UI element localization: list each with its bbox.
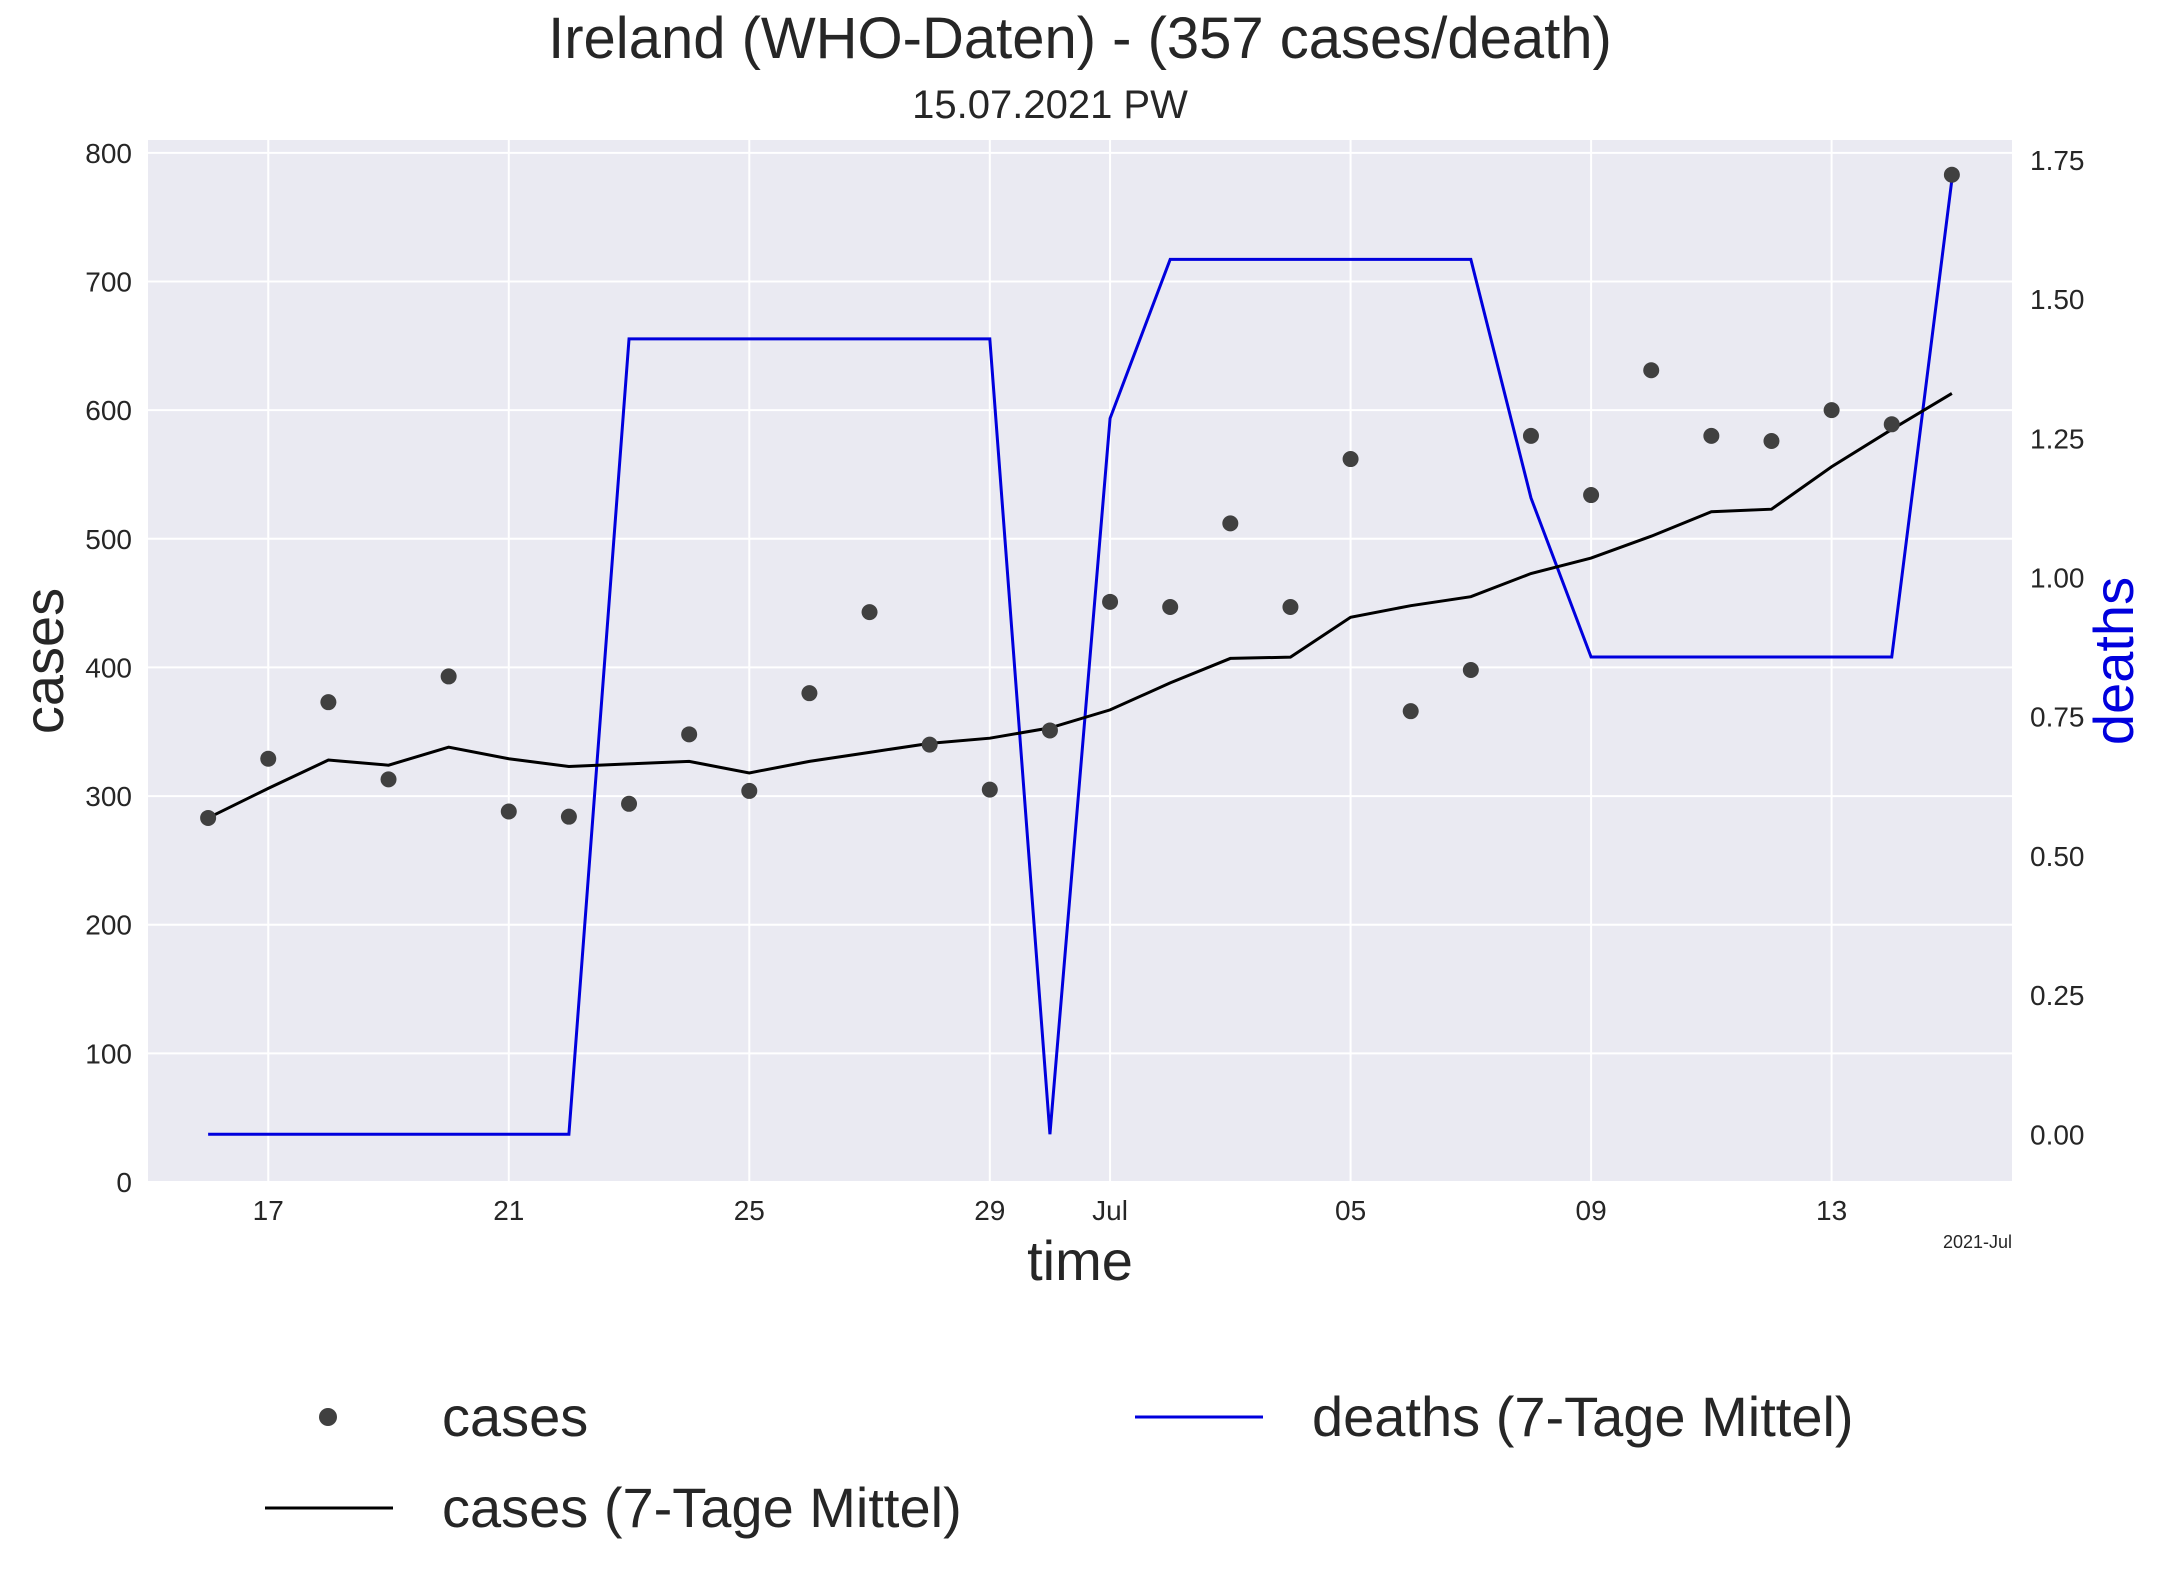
y-right-tick-label: 1.50 [2030, 284, 2085, 315]
legend: cases cases (7-Tage Mittel) deaths (7-Ta… [265, 1385, 1854, 1539]
x-tick-label: Jul [1092, 1195, 1128, 1226]
y-tick-label: 800 [85, 138, 132, 169]
cases-point [560, 808, 577, 825]
y-tick-label: 600 [85, 395, 132, 426]
y-right-tick-label: 1.75 [2030, 145, 2085, 176]
cases-point [1823, 402, 1840, 419]
cases-point [921, 736, 938, 753]
plot-area [148, 140, 2012, 1182]
y-axis-right-label: deaths [2082, 577, 2145, 745]
chart-title: Ireland (WHO-Daten) - (357 cases/death) [548, 6, 1612, 71]
chart-subtitle: 15.07.2021 PW [912, 83, 1188, 127]
x-tick-label: 29 [974, 1195, 1005, 1226]
cases-point [861, 604, 878, 621]
cases-point [1763, 433, 1780, 450]
y-right-tick-label: 0.75 [2030, 702, 2085, 733]
y-tick-label: 200 [85, 910, 132, 941]
x-tick-label: 21 [493, 1195, 524, 1226]
x-tick-label: 05 [1335, 1195, 1366, 1226]
y-right-tick-label: 1.25 [2030, 423, 2085, 454]
cases-point [1583, 487, 1600, 504]
y-axis-label: cases [12, 588, 75, 734]
y-tick-label: 0 [116, 1167, 132, 1198]
grid [148, 140, 2012, 1183]
cases-point [1943, 166, 1960, 183]
x-tick-label: 09 [1576, 1195, 1607, 1226]
series-layer [200, 166, 1960, 1136]
y-right-tick-label: 0.50 [2030, 841, 2085, 872]
cases-point [981, 781, 998, 798]
cases-point [621, 795, 638, 812]
cases-avg-line [207, 392, 1953, 820]
y-tick-label: 100 [85, 1038, 132, 1069]
x-tick-label: 17 [253, 1195, 284, 1226]
cases-point [380, 771, 397, 788]
legend-cases-marker [319, 1408, 337, 1426]
y-right-tick-label: 0.00 [2030, 1119, 2085, 1150]
y-tick-label: 500 [85, 524, 132, 555]
cases-point [1282, 598, 1299, 615]
y-tick-label: 300 [85, 781, 132, 812]
cases-point [1041, 722, 1058, 739]
x-tick-label: 13 [1816, 1195, 1847, 1226]
cases-point [200, 809, 217, 826]
x-offset-label: 2021-Jul [1943, 1232, 2012, 1252]
cases-point [741, 782, 758, 799]
legend-deaths-label: deaths (7-Tage Mittel) [1312, 1385, 1854, 1448]
cases-point [260, 750, 277, 767]
y-tick-label: 700 [85, 267, 132, 298]
deaths-avg-line [208, 179, 1954, 1136]
cases-point [1462, 662, 1479, 679]
cases-point [320, 694, 337, 711]
cases-point [1703, 427, 1720, 444]
y-tick-label: 400 [85, 652, 132, 683]
legend-cases-avg-label: cases (7-Tage Mittel) [442, 1476, 962, 1539]
cases-point [1162, 598, 1179, 615]
x-axis-label: time [1027, 1229, 1133, 1292]
cases-point [1643, 362, 1660, 379]
cases-point [1342, 451, 1359, 468]
cases-point [1102, 593, 1119, 610]
cases-point [1522, 427, 1539, 444]
cases-point [801, 685, 818, 702]
cases-point [1402, 703, 1419, 720]
cases-point [681, 726, 698, 743]
y-right-tick-label: 0.25 [2030, 980, 2085, 1011]
x-tick-label: 25 [734, 1195, 765, 1226]
cases-point [500, 803, 517, 820]
ticks: 17 21 25 29 Jul 05 09 13 0 100 200 300 400 500 600 700 8… [85, 138, 2084, 1226]
y-right-tick-label: 1.00 [2030, 562, 2085, 593]
legend-cases-label: cases [442, 1385, 588, 1448]
cases-point [1883, 416, 1900, 433]
cases-point [440, 668, 457, 685]
cases-point [1222, 515, 1239, 532]
